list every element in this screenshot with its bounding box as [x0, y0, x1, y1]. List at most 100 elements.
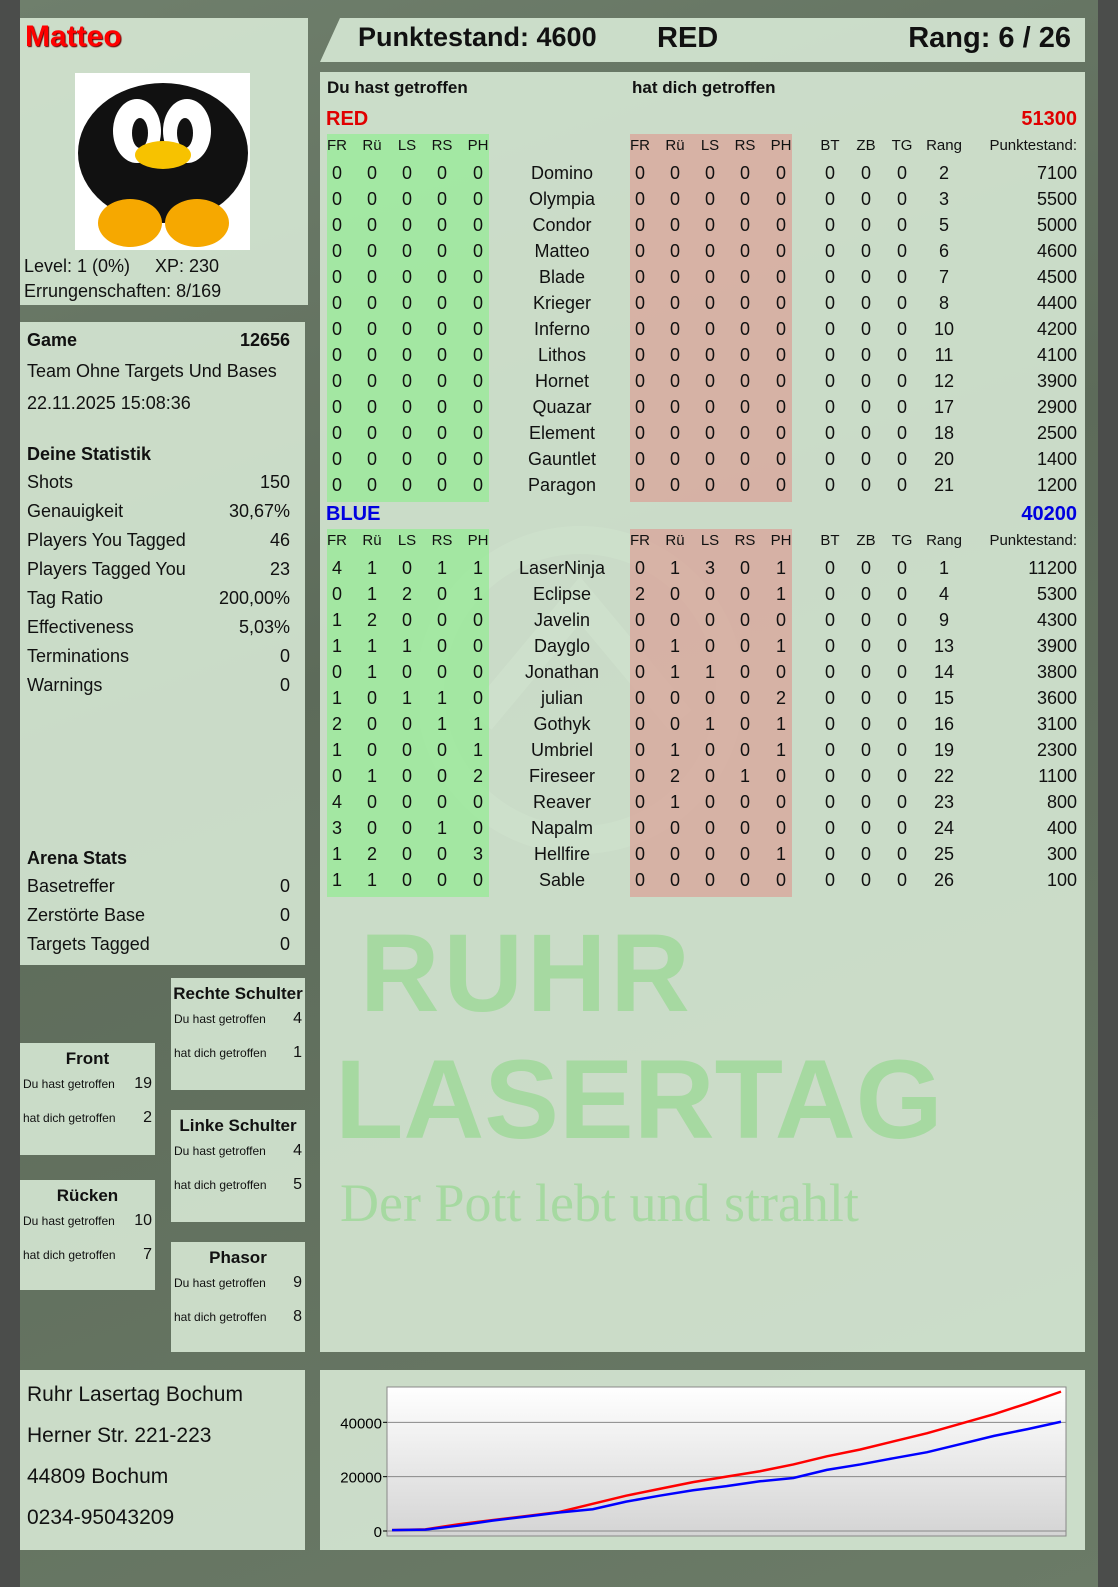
cell: 0 [860, 844, 871, 864]
player-name-cell: Gothyk [533, 714, 591, 734]
cell: 0 [824, 293, 835, 313]
player-row[interactable]: 0 0 0 0 0 Paragon 0 0 0 0 0 0 0 0 21 1200 [320, 475, 1085, 501]
cell: 0 [366, 818, 377, 838]
cell: 12 [933, 371, 955, 391]
cell: 0 [669, 163, 680, 183]
cell: 0 [366, 241, 377, 261]
player-row[interactable]: 0 0 0 0 0 Olympia 0 0 0 0 0 0 0 0 3 5500 [320, 189, 1085, 215]
col-header: PH [467, 532, 489, 549]
player-row[interactable]: 0 0 0 0 0 Lithos 0 0 0 0 0 0 0 0 11 4100 [320, 345, 1085, 371]
player-score: 2900 [1036, 397, 1077, 417]
player-row[interactable]: 1 0 0 0 1 Umbriel 0 1 0 0 1 0 0 0 19 2300 [320, 740, 1085, 766]
y-tick-label: 0 [374, 1524, 382, 1541]
player-row[interactable]: 0 1 0 0 0 Jonathan 0 1 1 0 0 0 0 0 14 3800 [320, 662, 1085, 688]
cell: 0 [472, 449, 483, 469]
player-row[interactable]: 1 1 0 0 0 Sable 0 0 0 0 0 0 0 0 26 100 [320, 870, 1085, 896]
cell: 0 [331, 449, 342, 469]
player-row[interactable]: 2 0 0 1 1 Gothyk 0 0 1 0 1 0 0 0 16 3100 [320, 714, 1085, 740]
cell: 0 [860, 558, 871, 578]
cell: 0 [824, 844, 835, 864]
cell: 0 [739, 319, 750, 339]
player-score: 7100 [1036, 163, 1077, 183]
player-row[interactable]: 0 1 2 0 1 Eclipse 2 0 0 0 1 0 0 0 4 5300 [320, 584, 1085, 610]
col-header: RS [431, 137, 453, 154]
cell: 0 [331, 345, 342, 365]
player-row[interactable]: 1 2 0 0 0 Javelin 0 0 0 0 0 0 0 0 9 4300 [320, 610, 1085, 636]
player-name-cell: Domino [530, 163, 594, 183]
cell: 0 [436, 293, 447, 313]
stats-title: Deine Statistik [27, 444, 152, 464]
stat-label: Genauigkeit [27, 501, 124, 521]
cell: 0 [401, 818, 412, 838]
player-score: 4100 [1036, 345, 1077, 365]
arena-value: 0 [279, 905, 290, 925]
stat-value: 200,00% [218, 588, 290, 608]
cell: 0 [860, 371, 871, 391]
cell: 0 [739, 371, 750, 391]
cell: 0 [366, 423, 377, 443]
cell: 0 [366, 688, 377, 708]
player-row[interactable]: 0 0 0 0 0 Krieger 0 0 0 0 0 0 0 0 8 4400 [320, 293, 1085, 319]
cell: 1 [366, 636, 377, 656]
player-row[interactable]: 0 0 0 0 0 Blade 0 0 0 0 0 0 0 0 7 4500 [320, 267, 1085, 293]
player-row[interactable]: 1 1 1 0 0 Dayglo 0 1 0 0 1 0 0 0 13 3900 [320, 636, 1085, 662]
cell: 0 [896, 610, 907, 630]
cell: 0 [669, 818, 680, 838]
cell: 0 [896, 345, 907, 365]
cell: 0 [704, 792, 715, 812]
player-row[interactable]: 0 0 0 0 0 Element 0 0 0 0 0 0 0 0 18 2500 [320, 423, 1085, 449]
cell: 0 [472, 870, 483, 890]
stat-value: 0 [279, 646, 290, 666]
player-row[interactable]: 0 0 0 0 0 Domino 0 0 0 0 0 0 0 0 2 7100 [320, 163, 1085, 189]
player-row[interactable]: 1 0 1 1 0 julian 0 0 0 0 2 0 0 0 15 3600 [320, 688, 1085, 714]
cell: 0 [739, 714, 750, 734]
player-row[interactable]: 4 1 0 1 1 LaserNinja 0 1 3 0 1 0 0 0 1 11200 [320, 558, 1085, 584]
player-row[interactable]: 0 1 0 0 2 Fireseer 0 2 0 1 0 0 0 0 22 1100 [320, 766, 1085, 792]
cell: 0 [824, 870, 835, 890]
zone-title: Phasor [209, 1248, 267, 1267]
cell: 0 [401, 792, 412, 812]
player-row[interactable]: 0 0 0 0 0 Condor 0 0 0 0 0 0 0 0 5 5000 [320, 215, 1085, 241]
cell: 0 [634, 215, 645, 235]
player-row[interactable]: 0 0 0 0 0 Quazar 0 0 0 0 0 0 0 0 17 2900 [320, 397, 1085, 423]
cell: 4 [938, 584, 949, 604]
col-header: PH [467, 137, 489, 154]
cell: 0 [366, 714, 377, 734]
cell: 0 [472, 319, 483, 339]
player-row[interactable]: 4 0 0 0 0 Reaver 0 1 0 0 0 0 0 0 23 800 [320, 792, 1085, 818]
cell: 0 [366, 475, 377, 495]
player-row[interactable]: 0 0 0 0 0 Matteo 0 0 0 0 0 0 0 0 6 4600 [320, 241, 1085, 267]
cell: 0 [775, 371, 786, 391]
header-team: RED [657, 22, 719, 54]
col-header: ZB [856, 532, 876, 549]
cell: 0 [824, 662, 835, 682]
cell: 0 [775, 189, 786, 209]
player-score: 4300 [1036, 610, 1077, 630]
cell: 0 [331, 584, 342, 604]
cell: 3 [938, 189, 949, 209]
zone-hit-you-value: 1 [293, 1044, 302, 1061]
cell: 25 [933, 844, 955, 864]
player-row[interactable]: 1 2 0 0 3 Hellfire 0 0 0 0 1 0 0 0 25 300 [320, 844, 1085, 870]
cell: 0 [436, 371, 447, 391]
col-header: LS [397, 532, 417, 549]
cell: 1 [366, 558, 377, 578]
player-score: 4500 [1036, 267, 1077, 287]
player-score: 4200 [1036, 319, 1077, 339]
player-row[interactable]: 0 0 0 0 0 Hornet 0 0 0 0 0 0 0 0 12 3900 [320, 371, 1085, 397]
cell: 0 [472, 688, 483, 708]
stat-label: Warnings [27, 675, 103, 695]
cell: 2 [634, 584, 645, 604]
player-row[interactable]: 0 0 0 0 0 Gauntlet 0 0 0 0 0 0 0 0 20 1400 [320, 449, 1085, 475]
cell: 0 [436, 475, 447, 495]
col-header: TG [891, 532, 913, 549]
player-name-cell: LaserNinja [518, 558, 606, 578]
cell: 0 [896, 766, 907, 786]
zone-you-hit-label: Du hast getroffen [174, 1012, 266, 1026]
cell: 0 [824, 371, 835, 391]
player-row[interactable]: 3 0 0 1 0 Napalm 0 0 0 0 0 0 0 0 24 400 [320, 818, 1085, 844]
col-header: LS [397, 137, 417, 154]
header-bar: Punktestand: 4600 RED Rang: 6 / 26 [320, 18, 1085, 62]
player-row[interactable]: 0 0 0 0 0 Inferno 0 0 0 0 0 0 0 0 10 4200 [320, 319, 1085, 345]
arena-value: 0 [279, 876, 290, 896]
